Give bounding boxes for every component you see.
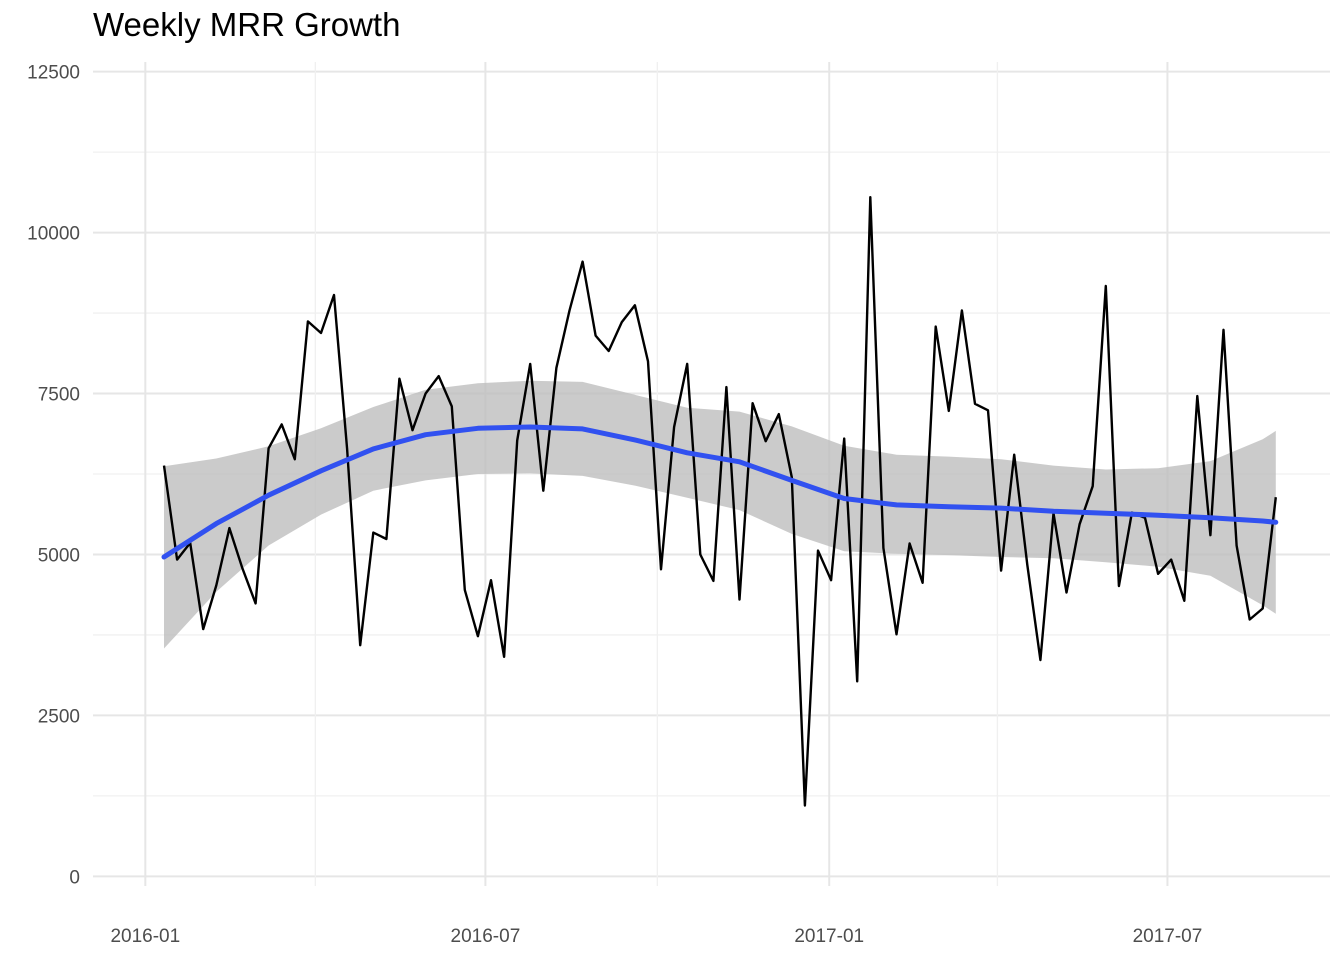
x-axis-tick-labels: 2016-01 2016-07 2017-01 2017-07 — [110, 926, 1202, 947]
y-tick-label: 10000 — [27, 224, 80, 245]
confidence-band — [164, 380, 1276, 649]
x-tick-label: 2017-07 — [1133, 926, 1203, 947]
smooth-line-group — [161, 424, 1279, 560]
chart-title: Weekly MRR Growth — [93, 6, 401, 43]
y-tick-label: 12500 — [27, 63, 80, 84]
x-tick-label: 2017-01 — [794, 926, 864, 947]
y-tick-label: 2500 — [38, 706, 80, 727]
x-tick-label: 2016-01 — [110, 926, 180, 947]
y-tick-label: 0 — [69, 867, 80, 888]
confidence-band-area — [164, 380, 1276, 649]
smooth-trend-line — [161, 424, 1279, 560]
series-line-group — [162, 195, 1277, 807]
mrr-series-line — [162, 195, 1277, 807]
x-tick-label: 2016-07 — [451, 926, 521, 947]
y-tick-label: 5000 — [38, 545, 80, 566]
y-axis-tick-labels: 0 2500 5000 7500 10000 12500 — [27, 63, 80, 889]
y-tick-label: 7500 — [38, 385, 80, 406]
